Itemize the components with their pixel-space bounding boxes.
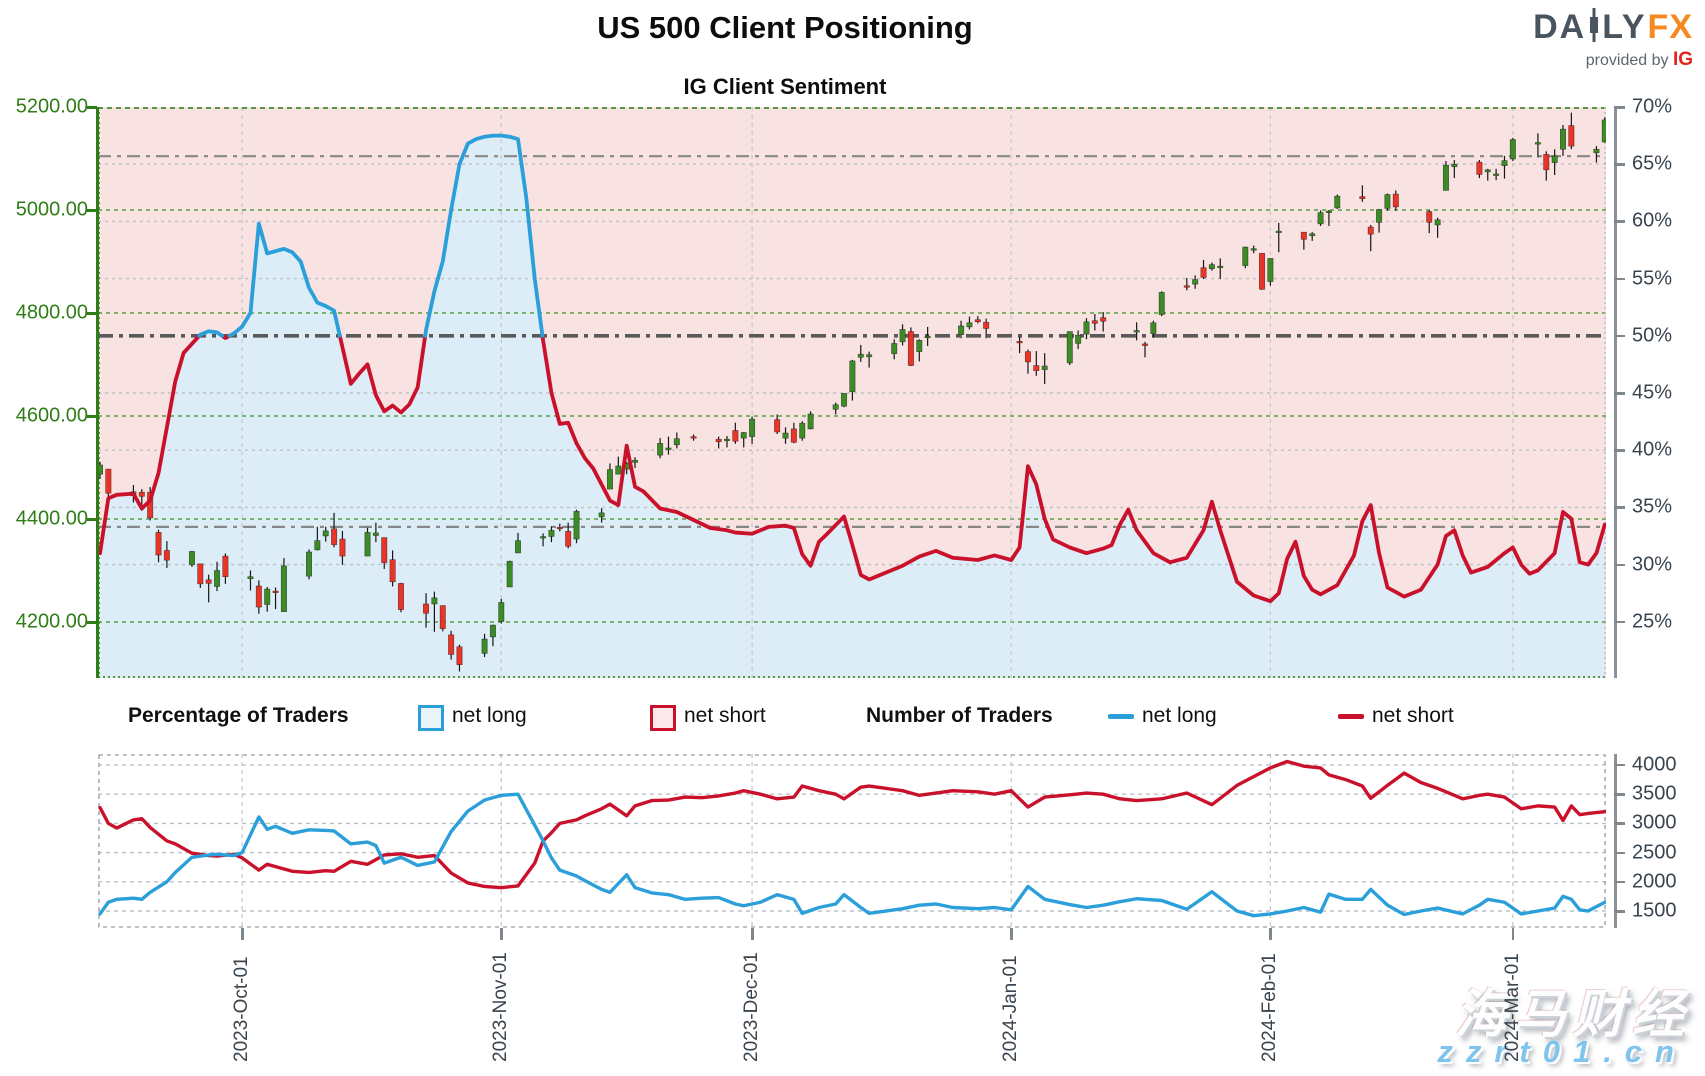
provided-by-ig: provided by IG (1585, 49, 1693, 70)
count-axis-spine (1614, 754, 1617, 928)
main-chart-canvas (97, 107, 1608, 679)
pct-tick-label: 55% (1632, 267, 1673, 290)
count-axis-tick (1614, 793, 1625, 796)
pct-tick-label: 45% (1632, 381, 1673, 404)
price-axis-tick (87, 518, 97, 521)
price-axis-tick (87, 415, 97, 418)
pct-tick-label: 30% (1632, 553, 1673, 576)
logo-text-da: DA (1533, 8, 1587, 46)
date-tick-label: 2024-Feb-01 (1259, 953, 1281, 1062)
dailyfx-logo: DA LY FX provided by IG (1463, 8, 1693, 71)
pct-axis-tick (1614, 506, 1625, 509)
price-tick-label: 4200.00 (15, 610, 88, 633)
net-long-swatch-icon (418, 705, 444, 731)
watermark-line1: 海马财经 (1454, 986, 1691, 1044)
legend-pct-header: Percentage of Traders (128, 704, 349, 727)
date-tick-label: 2024-Jan-01 (1000, 955, 1022, 1062)
count-tick-label: 3500 (1632, 782, 1677, 805)
pct-axis-tick (1614, 163, 1625, 166)
price-axis-tick (87, 209, 97, 212)
count-axis-tick (1614, 910, 1625, 913)
page-title: US 500 Client Positioning (597, 10, 973, 45)
traders-chart-canvas (98, 754, 1607, 928)
count-axis-tick (1614, 851, 1625, 855)
dailyfx-wordmark: DA LY FX (1463, 8, 1693, 47)
pct-tick-label: 35% (1632, 495, 1673, 518)
date-axis-tick (1511, 928, 1515, 940)
ig-logo: IG (1672, 49, 1693, 70)
price-axis-tick (87, 312, 97, 315)
price-tick-label: 5200.00 (15, 95, 88, 118)
count-tick-label: 2000 (1632, 870, 1677, 893)
net-short-swatch-icon (650, 705, 676, 731)
date-axis-tick (1010, 928, 1013, 940)
date-tick-label: 2024-Mar-01 (1501, 953, 1523, 1062)
legend-pct-net-long: net long (452, 704, 527, 727)
legend-num-net-long: net long (1142, 704, 1217, 727)
count-axis-tick (1614, 880, 1625, 884)
legend-pct-net-short: net short (684, 704, 766, 727)
count-tick-label: 3000 (1632, 811, 1677, 834)
price-tick-label: 4800.00 (15, 301, 88, 324)
pct-tick-label: 25% (1632, 610, 1673, 633)
count-tick-label: 1500 (1632, 899, 1677, 922)
pct-tick-label: 40% (1632, 438, 1673, 461)
date-axis-tick (241, 928, 244, 940)
price-axis-spine (96, 107, 99, 678)
pct-axis-tick (1614, 106, 1625, 109)
pct-tick-label: 60% (1632, 209, 1673, 232)
pct-axis-tick (1614, 563, 1625, 567)
legend-num-header: Number of Traders (866, 704, 1053, 727)
pct-axis-tick (1614, 392, 1625, 395)
date-axis-tick (500, 928, 503, 940)
count-tick-label: 2500 (1632, 841, 1677, 864)
price-tick-label: 4400.00 (15, 507, 88, 530)
date-tick-label: 2023-Nov-01 (490, 952, 512, 1062)
number-of-traders-chart (98, 754, 1607, 933)
main-price-sentiment-chart (97, 107, 1608, 683)
price-tick-label: 4600.00 (15, 404, 88, 427)
pct-axis-tick (1614, 334, 1625, 338)
count-axis-tick (1614, 763, 1625, 767)
pct-tick-label: 50% (1632, 324, 1673, 347)
candlestick-icon (1589, 8, 1599, 47)
price-axis-tick (87, 621, 97, 624)
date-tick-label: 2023-Oct-01 (231, 956, 253, 1062)
pct-axis-tick (1614, 220, 1625, 223)
net-long-line-icon (1108, 714, 1134, 719)
count-tick-label: 4000 (1632, 753, 1677, 776)
date-axis-tick (751, 928, 754, 940)
pct-axis-tick (1614, 277, 1625, 281)
legend-num-net-short: net short (1372, 704, 1454, 727)
date-axis-tick (1269, 928, 1272, 940)
pct-tick-label: 65% (1632, 152, 1673, 175)
pct-axis-tick (1614, 449, 1625, 452)
chart-subtitle: IG Client Sentiment (683, 74, 887, 99)
legend: Percentage of Traders net long net short… (0, 700, 1600, 732)
price-axis-tick (87, 106, 97, 109)
pct-axis-tick (1614, 620, 1625, 624)
logo-text-ly: LY (1602, 8, 1647, 46)
price-tick-label: 5000.00 (15, 198, 88, 221)
watermark-line2: zzrt01.cn (1437, 1034, 1687, 1069)
logo-text-fx: FX (1647, 8, 1693, 46)
count-axis-tick (1614, 822, 1625, 825)
net-short-line-icon (1338, 714, 1364, 719)
date-tick-label: 2023-Dec-01 (741, 952, 763, 1062)
pct-tick-label: 70% (1632, 95, 1673, 118)
